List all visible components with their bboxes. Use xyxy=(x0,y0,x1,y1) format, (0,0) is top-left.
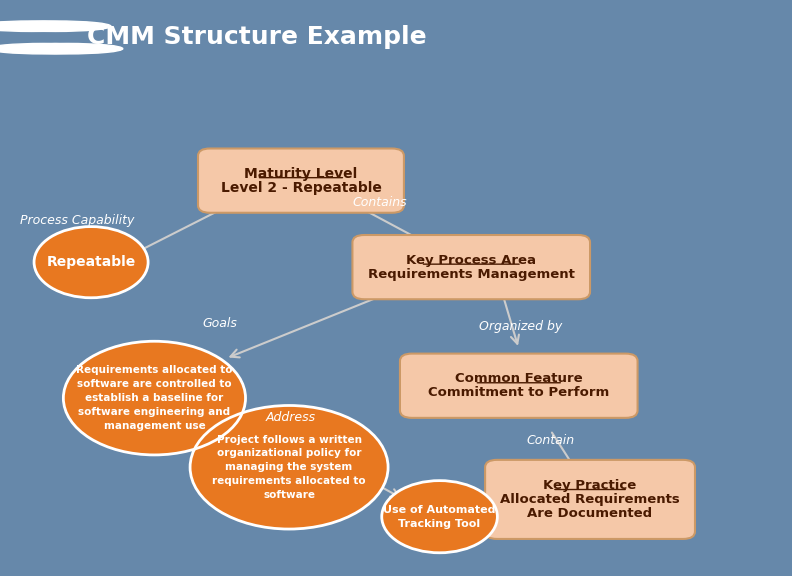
Text: Key Process Area: Key Process Area xyxy=(406,253,536,267)
FancyBboxPatch shape xyxy=(485,460,695,539)
Text: Repeatable: Repeatable xyxy=(47,255,135,269)
Text: Process Capability: Process Capability xyxy=(20,214,134,227)
Circle shape xyxy=(12,43,123,54)
Text: Contains: Contains xyxy=(352,196,407,209)
Text: CMM Structure Example: CMM Structure Example xyxy=(87,25,427,50)
Circle shape xyxy=(63,341,246,455)
Text: Allocated Requirements: Allocated Requirements xyxy=(501,493,680,506)
Text: Maturity Level: Maturity Level xyxy=(245,166,357,181)
Text: Requirements allocated to: Requirements allocated to xyxy=(76,365,233,376)
Text: Project follows a written: Project follows a written xyxy=(216,435,362,445)
Text: establish a baseline for: establish a baseline for xyxy=(86,393,223,403)
Text: Common Feature: Common Feature xyxy=(455,372,583,385)
Text: Organized by: Organized by xyxy=(479,320,562,333)
FancyBboxPatch shape xyxy=(400,354,638,418)
Text: managing the system: managing the system xyxy=(226,463,352,472)
Text: Tracking Tool: Tracking Tool xyxy=(398,518,481,529)
Text: Contain: Contain xyxy=(527,434,575,446)
FancyBboxPatch shape xyxy=(352,235,590,300)
Circle shape xyxy=(34,226,148,298)
Text: software: software xyxy=(263,490,315,500)
Text: Commitment to Perform: Commitment to Perform xyxy=(428,386,609,399)
Circle shape xyxy=(0,21,111,32)
Text: Are Documented: Are Documented xyxy=(527,507,653,520)
Text: requirements allocated to: requirements allocated to xyxy=(212,476,366,486)
Circle shape xyxy=(190,406,388,529)
Text: Use of Automated: Use of Automated xyxy=(383,505,496,515)
Circle shape xyxy=(382,480,497,553)
Text: Requirements Management: Requirements Management xyxy=(367,267,575,281)
Text: organizational policy for: organizational policy for xyxy=(217,449,361,458)
Circle shape xyxy=(0,43,99,54)
Text: software are controlled to: software are controlled to xyxy=(77,379,232,389)
Circle shape xyxy=(0,21,87,32)
Text: management use: management use xyxy=(104,420,205,431)
Text: software engineering and: software engineering and xyxy=(78,407,230,417)
Text: Key Practice: Key Practice xyxy=(543,479,637,492)
Text: Address: Address xyxy=(265,411,315,425)
Text: Goals: Goals xyxy=(202,317,237,331)
FancyBboxPatch shape xyxy=(198,149,404,213)
Text: Level 2 - Repeatable: Level 2 - Repeatable xyxy=(220,180,382,195)
